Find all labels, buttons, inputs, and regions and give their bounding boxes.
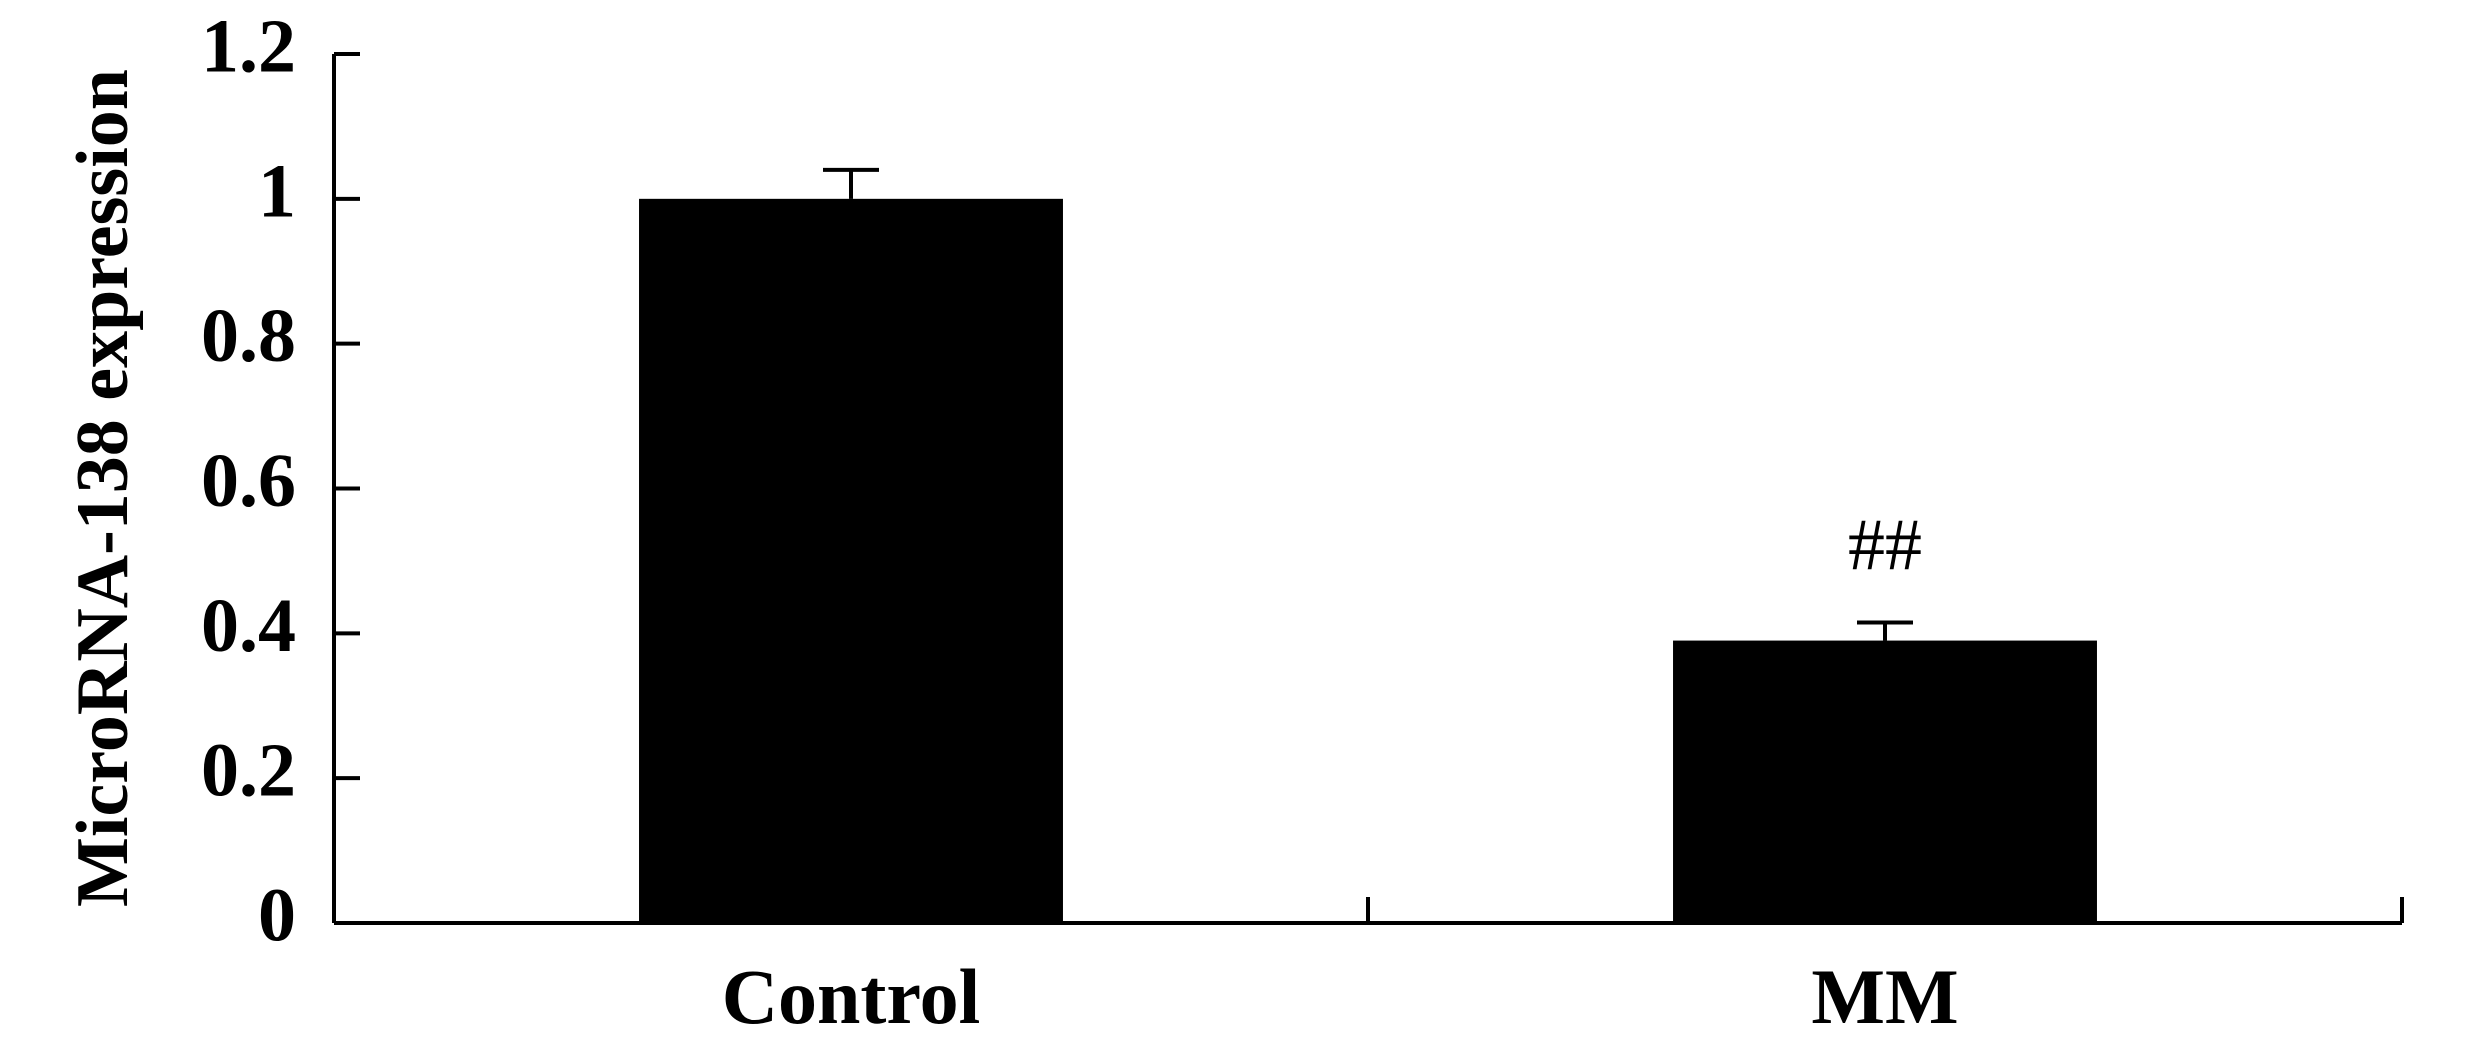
y-tick-label: 0.4 [201, 584, 296, 668]
y-tick-label: 0.2 [201, 729, 296, 813]
y-axis-label: MicroRNA-138 expression [62, 69, 144, 907]
y-tick-label: 0.8 [201, 294, 296, 378]
bar [639, 198, 1063, 924]
x-tick-label: Control [722, 953, 981, 1040]
error-bar [1857, 620, 1913, 641]
y-tick-label: 1 [258, 149, 296, 233]
bar [1673, 640, 2097, 923]
annotation: ## [1848, 504, 1922, 586]
y-tick-label: 0.6 [201, 439, 296, 523]
error-bar [823, 167, 879, 199]
y-tick-label: 0 [258, 873, 296, 957]
y-tick-label: 1.2 [201, 4, 296, 88]
x-tick-label: MM [1811, 953, 1958, 1040]
